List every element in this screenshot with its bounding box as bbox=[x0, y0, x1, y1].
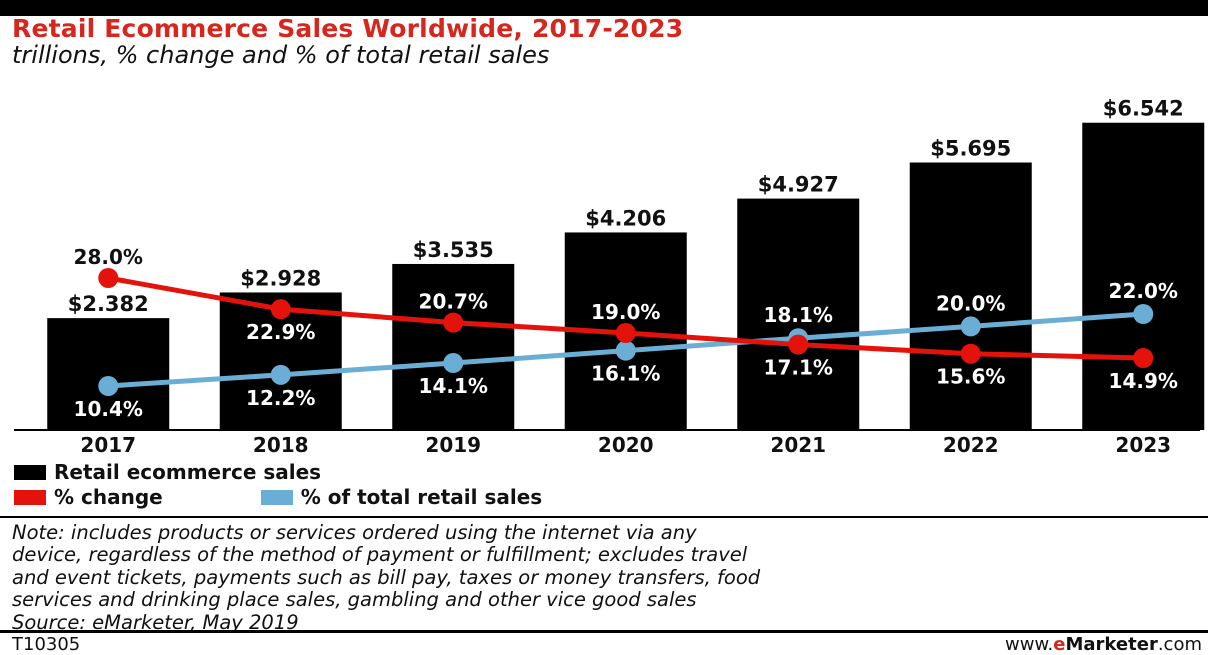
change-value-label: 14.9% bbox=[1109, 369, 1178, 393]
change-value-label: 19.0% bbox=[591, 300, 660, 324]
share-value-label: 20.0% bbox=[936, 291, 1005, 315]
change-point bbox=[788, 334, 809, 355]
note-line: Note: includes products or services orde… bbox=[12, 521, 697, 544]
share-point bbox=[615, 340, 636, 361]
brand-e: e bbox=[1053, 634, 1066, 655]
source-line: Source: eMarketer, May 2019 bbox=[12, 610, 299, 634]
chart-subtitle: trillions, % change and % of total retai… bbox=[12, 41, 550, 69]
x-tick-label: 2018 bbox=[253, 433, 309, 457]
site-url[interactable]: www.eMarketer.com bbox=[1005, 634, 1202, 655]
bar-2023 bbox=[1082, 122, 1205, 430]
bar-value-label: $4.206 bbox=[585, 206, 666, 230]
legend-label-sales: Retail ecommerce sales bbox=[54, 460, 322, 484]
change-point bbox=[443, 312, 464, 333]
note-line: services and drinking place sales, gambl… bbox=[12, 588, 697, 612]
legend-row-1: Retail ecommerce sales bbox=[14, 460, 411, 484]
bar-value-label: $4.927 bbox=[758, 173, 839, 197]
legend-row-2: % change % of total retail sales bbox=[14, 485, 632, 509]
legend-swatch-sales bbox=[14, 464, 46, 480]
bar-2021 bbox=[737, 198, 860, 430]
note-divider bbox=[0, 516, 1208, 518]
note-line: device, regardless of the method of paym… bbox=[12, 543, 748, 567]
x-tick-label: 2020 bbox=[598, 433, 654, 457]
share-point bbox=[1133, 304, 1154, 324]
brand-name: Marketer bbox=[1065, 634, 1158, 655]
change-value-label: 20.7% bbox=[419, 290, 488, 314]
footer-divider bbox=[0, 630, 1208, 633]
share-value-label: 18.1% bbox=[764, 303, 833, 327]
share-value-label: 14.1% bbox=[419, 374, 488, 398]
site-prefix: www. bbox=[1005, 634, 1054, 655]
x-tick-label: 2017 bbox=[80, 433, 136, 457]
share-point bbox=[960, 316, 981, 337]
labels-layer: $2.382 $2.928 $3.535 $4.206 $4.927 $5.695 $6.5… bbox=[68, 97, 1184, 421]
share-point bbox=[270, 364, 291, 385]
legend-swatch-change bbox=[14, 489, 46, 505]
change-point bbox=[960, 343, 981, 364]
bar-value-label: $2.382 bbox=[68, 292, 149, 316]
legend-label-share: % of total retail sales bbox=[300, 485, 543, 509]
bar-value-label: $5.695 bbox=[930, 137, 1011, 161]
lines-layer bbox=[98, 268, 1154, 396]
legend-item-sales: Retail ecommerce sales bbox=[14, 460, 321, 484]
chart-area: $2.382 $2.928 $3.535 $4.206 $4.927 $5.695 $6.5… bbox=[14, 97, 1205, 457]
legend-label-change: % change bbox=[54, 485, 163, 509]
bar-2022 bbox=[909, 162, 1032, 430]
bar-value-label: $6.542 bbox=[1103, 97, 1184, 121]
change-value-label: 28.0% bbox=[74, 245, 143, 269]
change-point bbox=[1133, 348, 1154, 368]
change-point bbox=[270, 299, 291, 320]
change-value-label: 17.1% bbox=[764, 356, 833, 380]
site-suffix: .com bbox=[1157, 634, 1202, 655]
share-value-label: 10.4% bbox=[74, 397, 143, 421]
share-point bbox=[98, 376, 119, 396]
x-axis-ticks: 2017 2018 2019 2020 2021 2022 2023 bbox=[80, 433, 1171, 457]
bar-value-label: $2.928 bbox=[240, 266, 321, 290]
change-value-label: 22.9% bbox=[246, 320, 315, 344]
share-point bbox=[443, 353, 464, 374]
bar-value-label: $3.535 bbox=[413, 238, 494, 262]
chart-title: Retail Ecommerce Sales Worldwide, 2017-2… bbox=[12, 14, 684, 43]
note-line: and event tickets, payments such as bill… bbox=[12, 565, 761, 589]
change-value-label: 15.6% bbox=[936, 365, 1005, 389]
x-tick-label: 2021 bbox=[770, 433, 826, 457]
x-tick-label: 2023 bbox=[1115, 433, 1171, 457]
chart-note: Note: includes products or services orde… bbox=[12, 521, 1202, 634]
x-tick-label: 2022 bbox=[943, 433, 999, 457]
top-rule bbox=[0, 0, 1208, 16]
legend-item-change: % change bbox=[14, 485, 163, 509]
change-point bbox=[615, 322, 636, 343]
share-value-label: 22.0% bbox=[1109, 279, 1178, 303]
legend-item-share: % of total retail sales bbox=[260, 485, 543, 509]
share-value-label: 16.1% bbox=[591, 362, 660, 386]
change-point bbox=[98, 268, 119, 288]
chart-id: T10305 bbox=[12, 634, 81, 655]
legend-swatch-share bbox=[260, 489, 293, 505]
bar-2019 bbox=[392, 263, 515, 430]
bar-2017 bbox=[47, 318, 170, 430]
share-value-label: 12.2% bbox=[246, 386, 315, 410]
x-tick-label: 2019 bbox=[425, 433, 481, 457]
